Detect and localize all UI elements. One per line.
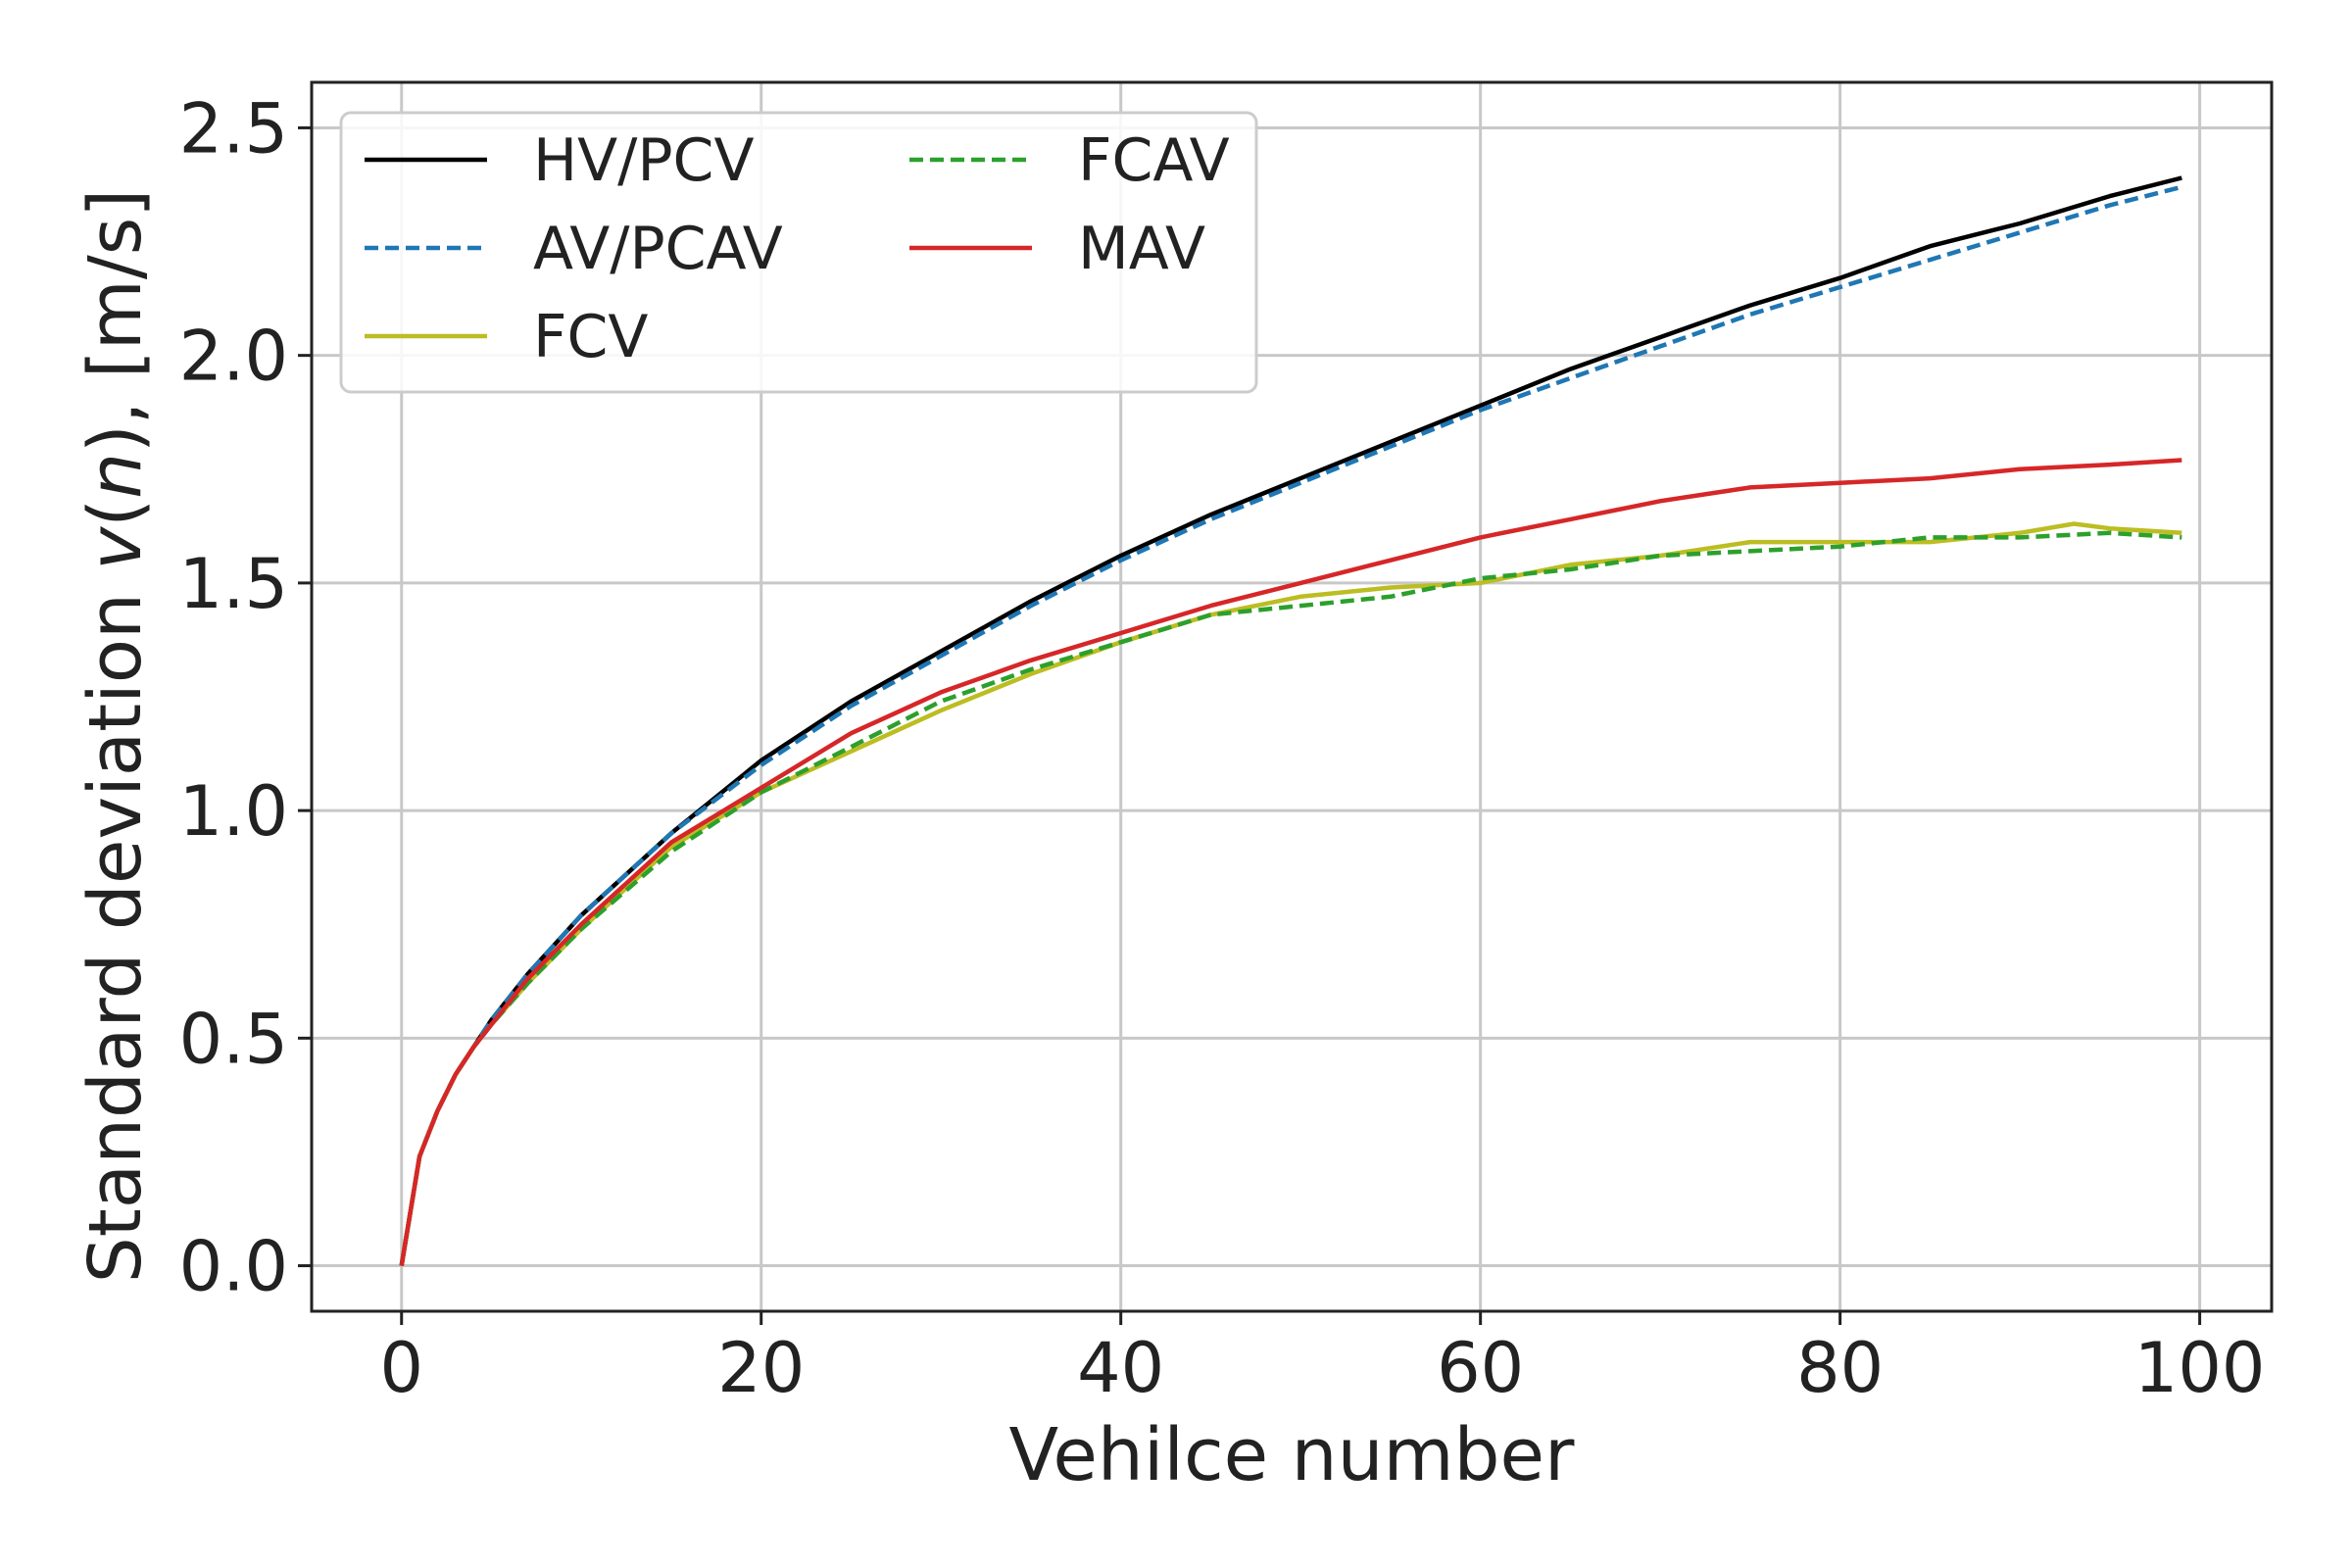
y-tick-label: 1.0: [179, 771, 288, 852]
y-tick-label: 2.0: [179, 317, 288, 397]
legend-label: HV/PCV: [533, 126, 755, 195]
legend-label: MAV: [1078, 215, 1205, 283]
x-axis-title: Vehilce number: [1009, 1413, 1576, 1497]
x-tick-label: 0: [379, 1328, 423, 1408]
y-tick-label: 1.5: [179, 544, 288, 624]
x-tick-label: 40: [1077, 1328, 1164, 1408]
x-tick-label: 80: [1796, 1328, 1884, 1408]
y-tick-label: 0.5: [179, 999, 288, 1079]
legend-label: FCV: [533, 303, 648, 371]
y-axis-title-argument: n: [74, 453, 158, 499]
legend-label: FCAV: [1078, 126, 1230, 195]
series-lines: [399, 175, 2182, 1266]
y-axis-title-paren: (: [74, 499, 158, 527]
x-tick-label: 100: [2134, 1328, 2266, 1408]
legend-label: AV/PCAV: [533, 215, 783, 283]
y-axis-title-suffix: ), [m/s]: [74, 189, 158, 453]
y-tick-label: 2.5: [179, 88, 288, 169]
y-tick-label: 0.0: [179, 1227, 288, 1307]
plot-frame: [310, 80, 2274, 1313]
legend: HV/PCV AV/PCAV FCV FCAV MAV: [339, 111, 1258, 394]
series-line-mav: [399, 458, 2182, 1266]
x-tick-label: 60: [1437, 1328, 1524, 1408]
x-tick-label: 20: [717, 1328, 805, 1408]
y-axis-title-prefix: Standard deviation: [74, 570, 158, 1284]
y-axis-title: Standard deviation v(n), [m/s]: [74, 189, 158, 1283]
axis-ticks: 0 20 40 60 80 100 0.0 0.5 1.0 1.5 2.0 2.5: [179, 88, 2266, 1408]
legend-box: [339, 111, 1258, 394]
y-axis-title-variable: v: [74, 526, 158, 570]
